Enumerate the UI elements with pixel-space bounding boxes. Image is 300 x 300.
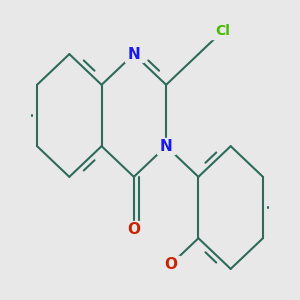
Bar [162,256,180,272]
Text: O: O [128,221,140,236]
Text: O: O [164,257,178,272]
Bar [125,46,143,62]
Bar [125,221,143,237]
Text: N: N [160,139,172,154]
Bar [207,23,238,39]
Text: Cl: Cl [215,24,230,38]
Text: N: N [128,46,140,62]
Bar [157,138,175,154]
